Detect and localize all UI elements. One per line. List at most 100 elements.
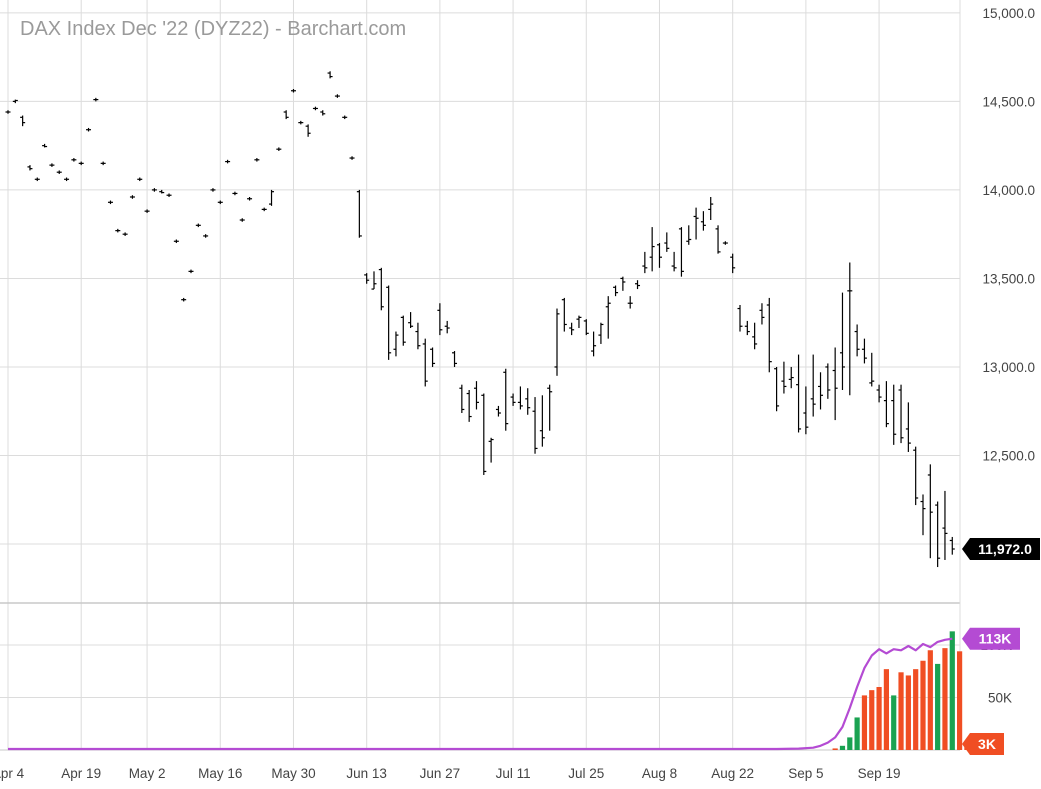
volume-bar (942, 648, 948, 750)
date-tick-label: Aug 8 (642, 766, 677, 781)
ohlc-bar (898, 384, 904, 444)
ohlc-bar (188, 269, 194, 274)
ohlc-bar (818, 372, 824, 410)
last-volume-badge-shape (962, 733, 1004, 755)
date-tick-label: May 30 (271, 766, 315, 781)
ohlc-bar (225, 159, 231, 164)
ohlc-bar (759, 303, 765, 325)
ohlc-bar (217, 200, 223, 205)
ohlc-bar (949, 536, 955, 555)
volume-bar (847, 737, 853, 750)
date-tick-label: Jun 27 (420, 766, 461, 781)
volume-bar (957, 651, 963, 750)
date-tick-label: Apr 4 (0, 766, 25, 781)
ohlc-bar (737, 305, 743, 332)
volume-bar (898, 672, 904, 750)
axis-badges: 11,972.0 113K 3K (962, 537, 1040, 755)
ohlc-bar (298, 120, 304, 125)
ohlc-bar (159, 189, 165, 194)
ohlc-bar (195, 223, 201, 228)
ohlc-bar (635, 280, 641, 290)
ohlc-bar (137, 177, 143, 182)
ohlc-bar (766, 297, 772, 373)
grid (0, 0, 961, 751)
ohlc-bar (342, 115, 348, 120)
ohlc-bar (649, 227, 655, 272)
ohlc-bar (935, 501, 941, 568)
volume-bars (832, 631, 970, 750)
ohlc-bar (678, 227, 684, 277)
ohlc-bar (371, 271, 377, 290)
ohlc-bar (129, 195, 135, 199)
ohlc-bar (408, 312, 414, 329)
date-tick-label: Jul 11 (496, 766, 531, 781)
ohlc-bar (269, 189, 275, 206)
last-price-badge-label: 11,972.0 (978, 541, 1032, 557)
ohlc-bar (561, 297, 567, 332)
last-volume-badge: 3K (962, 733, 1004, 755)
ohlc-bar (100, 161, 106, 166)
ohlc-bar (56, 170, 62, 174)
last-price-badge-shape (962, 537, 1040, 560)
ohlc-bar (5, 110, 11, 114)
ohlc-bar (576, 315, 582, 329)
volume-bar (913, 669, 919, 750)
ohlc-bar (20, 115, 26, 127)
ohlc-bar (430, 347, 436, 367)
ohlc-bar (876, 384, 882, 403)
ohlc-bar (510, 393, 516, 406)
ohlc-bar (722, 241, 728, 245)
ohlc-bar (166, 193, 172, 197)
ohlc-bar (708, 196, 714, 221)
price-tick-label: 14,500.0 (982, 94, 1035, 109)
date-tick-label: Aug 22 (711, 766, 754, 781)
ohlc-bar (744, 320, 750, 336)
ohlc-bar (422, 338, 428, 387)
ohlc-bar (913, 446, 919, 506)
ohlc-bar (283, 110, 289, 120)
ohlc-bar (247, 196, 253, 201)
date-tick-label: Sep 19 (858, 766, 901, 781)
ohlc-bar (452, 351, 458, 367)
ohlc-bar (481, 393, 487, 475)
ohlc-bar (920, 494, 926, 536)
ohlc-bar (642, 251, 648, 274)
ohlc-bar (613, 285, 619, 297)
volume-bar (920, 660, 926, 750)
ohlc-bar (444, 320, 450, 334)
ohlc-bar (364, 273, 370, 284)
ohlc-bar (107, 200, 113, 205)
ohlc-bar (847, 262, 853, 396)
open-interest-badge: 113K (962, 627, 1020, 650)
ohlc-bar (715, 225, 721, 254)
open-interest-badge-shape (962, 627, 1020, 650)
volume-bar (927, 650, 933, 750)
ohlc-bar (488, 437, 494, 463)
ohlc-bar (686, 225, 692, 245)
ohlc-bar (210, 188, 216, 192)
price-tick-label: 14,000.0 (982, 183, 1035, 198)
ohlc-bar (78, 161, 84, 166)
open-interest-badge-label: 113K (979, 631, 1012, 647)
volume-bar (839, 745, 846, 750)
ohlc-bar (459, 384, 465, 414)
ohlc-bar (627, 296, 633, 309)
volume-bar (861, 695, 868, 750)
ohlc-bar (312, 106, 318, 111)
ohlc-bar (12, 99, 18, 104)
date-tick-label: Jul 25 (568, 766, 604, 781)
ohlc-bar (327, 71, 333, 79)
date-tick-label: Apr 19 (61, 766, 101, 781)
ohlc-bar (525, 388, 531, 415)
volume-bar (883, 669, 889, 750)
ohlc-bar (656, 243, 662, 268)
ohlc-bar (810, 354, 816, 417)
ohlc-bar (181, 297, 187, 302)
ohlc-bar (671, 251, 677, 272)
volume-bar (891, 695, 897, 750)
ohlc-bar (547, 384, 553, 431)
ohlc-bar (415, 322, 421, 350)
last-volume-badge-label: 3K (978, 736, 996, 752)
ohlc-bar (386, 285, 392, 360)
ohlc-bar (796, 354, 802, 433)
